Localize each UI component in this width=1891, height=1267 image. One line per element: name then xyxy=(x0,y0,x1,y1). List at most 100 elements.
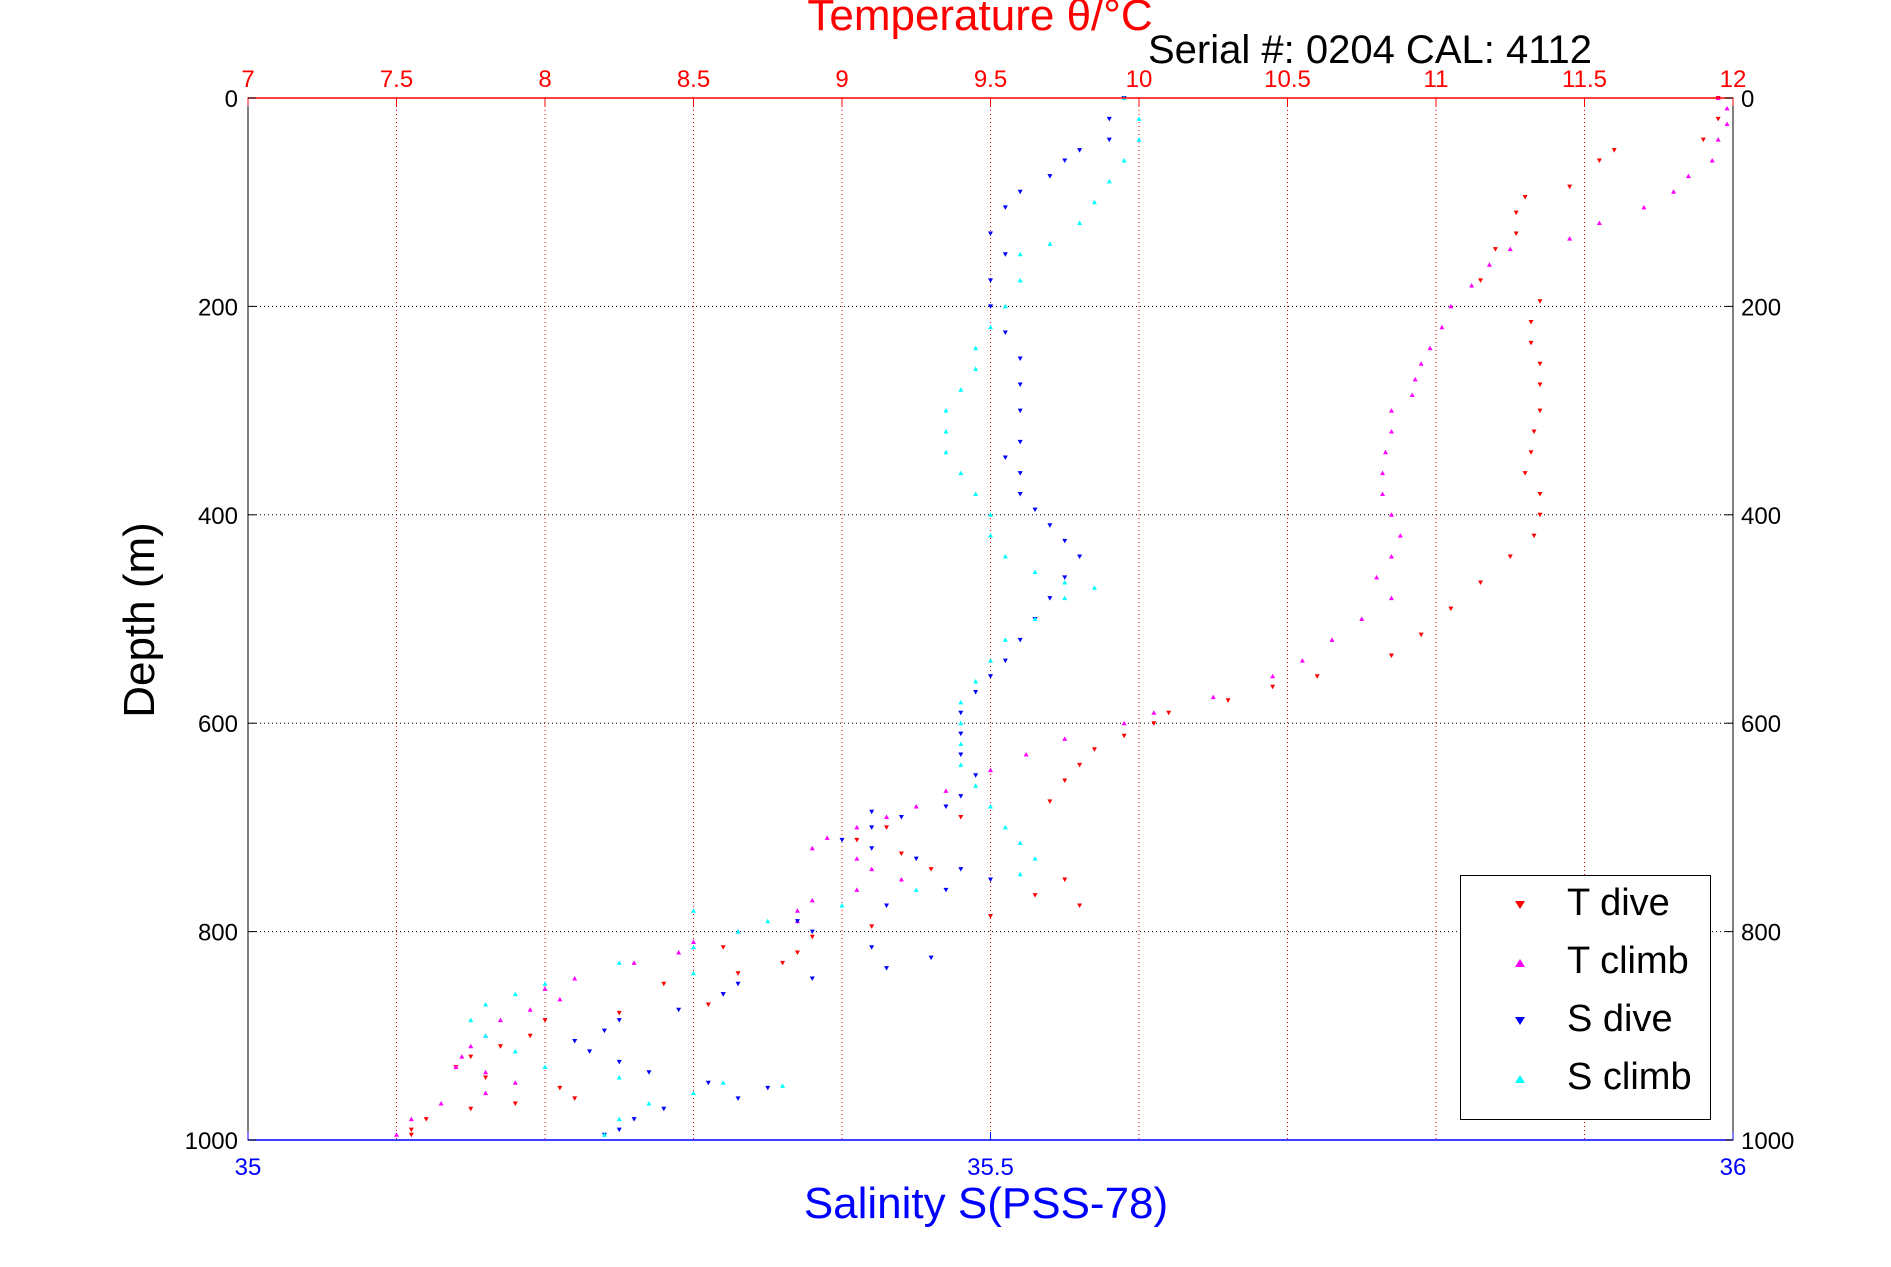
data-point-t-climb xyxy=(1151,710,1157,715)
data-point-t-climb xyxy=(1412,376,1418,382)
data-point-t-climb xyxy=(1448,303,1454,309)
data-point-s-dive xyxy=(1017,637,1023,643)
data-point-t-climb xyxy=(631,960,637,965)
data-point-t-climb xyxy=(1329,637,1335,642)
data-point-t-dive xyxy=(408,1132,414,1138)
temperature-tick-label: 8.5 xyxy=(677,66,710,93)
data-point-s-climb xyxy=(1077,220,1083,226)
data-point-t-climb xyxy=(1409,392,1415,397)
data-point-t-dive xyxy=(616,1010,622,1016)
data-point-s-dive xyxy=(1002,658,1008,664)
data-point-s-dive xyxy=(1077,148,1083,153)
chart-title: Temperature θ/°C xyxy=(807,0,1152,40)
data-point-t-climb xyxy=(453,1064,459,1070)
data-point-t-dive xyxy=(1062,778,1068,784)
data-point-s-dive xyxy=(616,1059,622,1065)
data-point-s-dive xyxy=(720,992,726,997)
data-point-s-dive xyxy=(1017,382,1023,388)
temperature-tick-label: 7 xyxy=(241,66,254,93)
data-point-t-climb xyxy=(1380,470,1386,476)
data-point-s-dive xyxy=(973,773,979,778)
data-point-t-climb xyxy=(943,788,949,793)
data-point-t-climb xyxy=(1427,345,1433,351)
data-point-s-climb xyxy=(1017,840,1023,846)
data-point-s-climb xyxy=(958,387,964,392)
data-point-t-dive xyxy=(869,924,875,929)
data-point-s-climb xyxy=(943,408,949,413)
depth-tick-label-left: 600 xyxy=(198,711,238,738)
data-point-t-climb xyxy=(438,1101,444,1106)
data-point-s-dive xyxy=(988,278,993,283)
data-point-s-dive xyxy=(943,804,949,810)
data-point-s-dive xyxy=(616,1127,622,1133)
data-point-t-climb xyxy=(1715,137,1721,142)
data-point-t-climb xyxy=(1299,658,1305,663)
data-point-t-dive xyxy=(1611,148,1617,153)
data-point-t-climb xyxy=(1507,246,1513,252)
salinity-tick-label: 36 xyxy=(1720,1154,1747,1181)
data-point-s-dive xyxy=(1002,205,1008,210)
data-point-t-climb xyxy=(512,1080,518,1085)
data-point-s-dive xyxy=(735,1096,741,1101)
data-point-t-dive xyxy=(1596,158,1602,164)
data-point-t-climb xyxy=(497,1017,503,1023)
data-point-t-climb xyxy=(988,767,993,773)
data-point-t-climb xyxy=(1596,220,1602,226)
data-point-t-dive xyxy=(1077,903,1083,909)
data-point-t-climb xyxy=(1388,595,1394,601)
data-point-s-dive xyxy=(958,752,964,757)
data-point-s-climb xyxy=(988,658,993,663)
data-point-t-climb xyxy=(1121,720,1127,726)
data-point-s-climb xyxy=(1032,856,1038,861)
data-point-t-dive xyxy=(1537,361,1543,367)
data-point-t-climb xyxy=(854,887,860,892)
data-point-t-climb xyxy=(1388,512,1394,517)
data-point-t-dive xyxy=(735,971,741,976)
data-point-s-climb xyxy=(542,1064,548,1070)
data-point-t-climb xyxy=(394,1132,399,1137)
data-point-t-climb xyxy=(1397,533,1403,538)
data-point-t-climb xyxy=(1724,121,1730,127)
data-point-s-dive xyxy=(1077,554,1083,559)
data-point-t-dive xyxy=(408,1127,414,1133)
axis-layer: 7 7.5 8 8.5 9 9.5 10 10.5 11 11.5 12 35 35.5 36 0 0 200 2… xyxy=(185,66,1795,1181)
data-point-t-climb xyxy=(527,1007,533,1012)
up-triangle-marker-icon xyxy=(1515,959,1525,967)
data-point-s-climb xyxy=(1047,241,1053,246)
data-point-s-climb xyxy=(1106,178,1112,184)
data-point-s-dive xyxy=(958,731,964,737)
data-point-t-dive xyxy=(512,1101,518,1107)
data-point-s-climb xyxy=(1136,116,1142,121)
data-point-t-climb xyxy=(898,877,904,882)
data-point-t-dive xyxy=(1091,747,1097,752)
data-point-t-dive xyxy=(809,934,815,940)
data-point-s-climb xyxy=(1002,637,1008,642)
data-point-t-climb xyxy=(809,897,815,903)
data-point-t-climb xyxy=(824,835,830,840)
data-point-s-dive xyxy=(809,976,815,981)
data-point-t-dive xyxy=(542,1018,548,1023)
data-point-t-climb xyxy=(1380,491,1386,496)
data-point-s-dive xyxy=(898,814,904,820)
data-point-t-dive xyxy=(1528,320,1534,325)
data-point-t-climb xyxy=(854,824,860,830)
data-point-t-dive xyxy=(661,981,667,987)
data-point-t-dive xyxy=(468,1106,474,1112)
data-point-s-climb xyxy=(691,970,696,976)
data-point-t-dive xyxy=(1715,116,1721,122)
data-point-t-dive xyxy=(1121,733,1127,739)
salinity-tick-label: 35.5 xyxy=(967,1154,1014,1181)
data-point-t-climb xyxy=(468,1043,474,1049)
data-point-s-climb xyxy=(973,679,979,684)
data-point-s-dive xyxy=(705,1080,711,1086)
data-point-t-climb xyxy=(483,1090,489,1096)
data-point-s-climb xyxy=(1062,580,1068,585)
data-point-s-climb xyxy=(1062,595,1068,601)
data-point-s-climb xyxy=(958,470,964,476)
data-point-t-dive xyxy=(1225,698,1231,703)
data-point-t-climb xyxy=(884,814,890,819)
data-point-s-dive xyxy=(735,981,741,987)
data-point-t-dive xyxy=(1537,491,1543,497)
data-point-s-dive xyxy=(809,929,815,935)
